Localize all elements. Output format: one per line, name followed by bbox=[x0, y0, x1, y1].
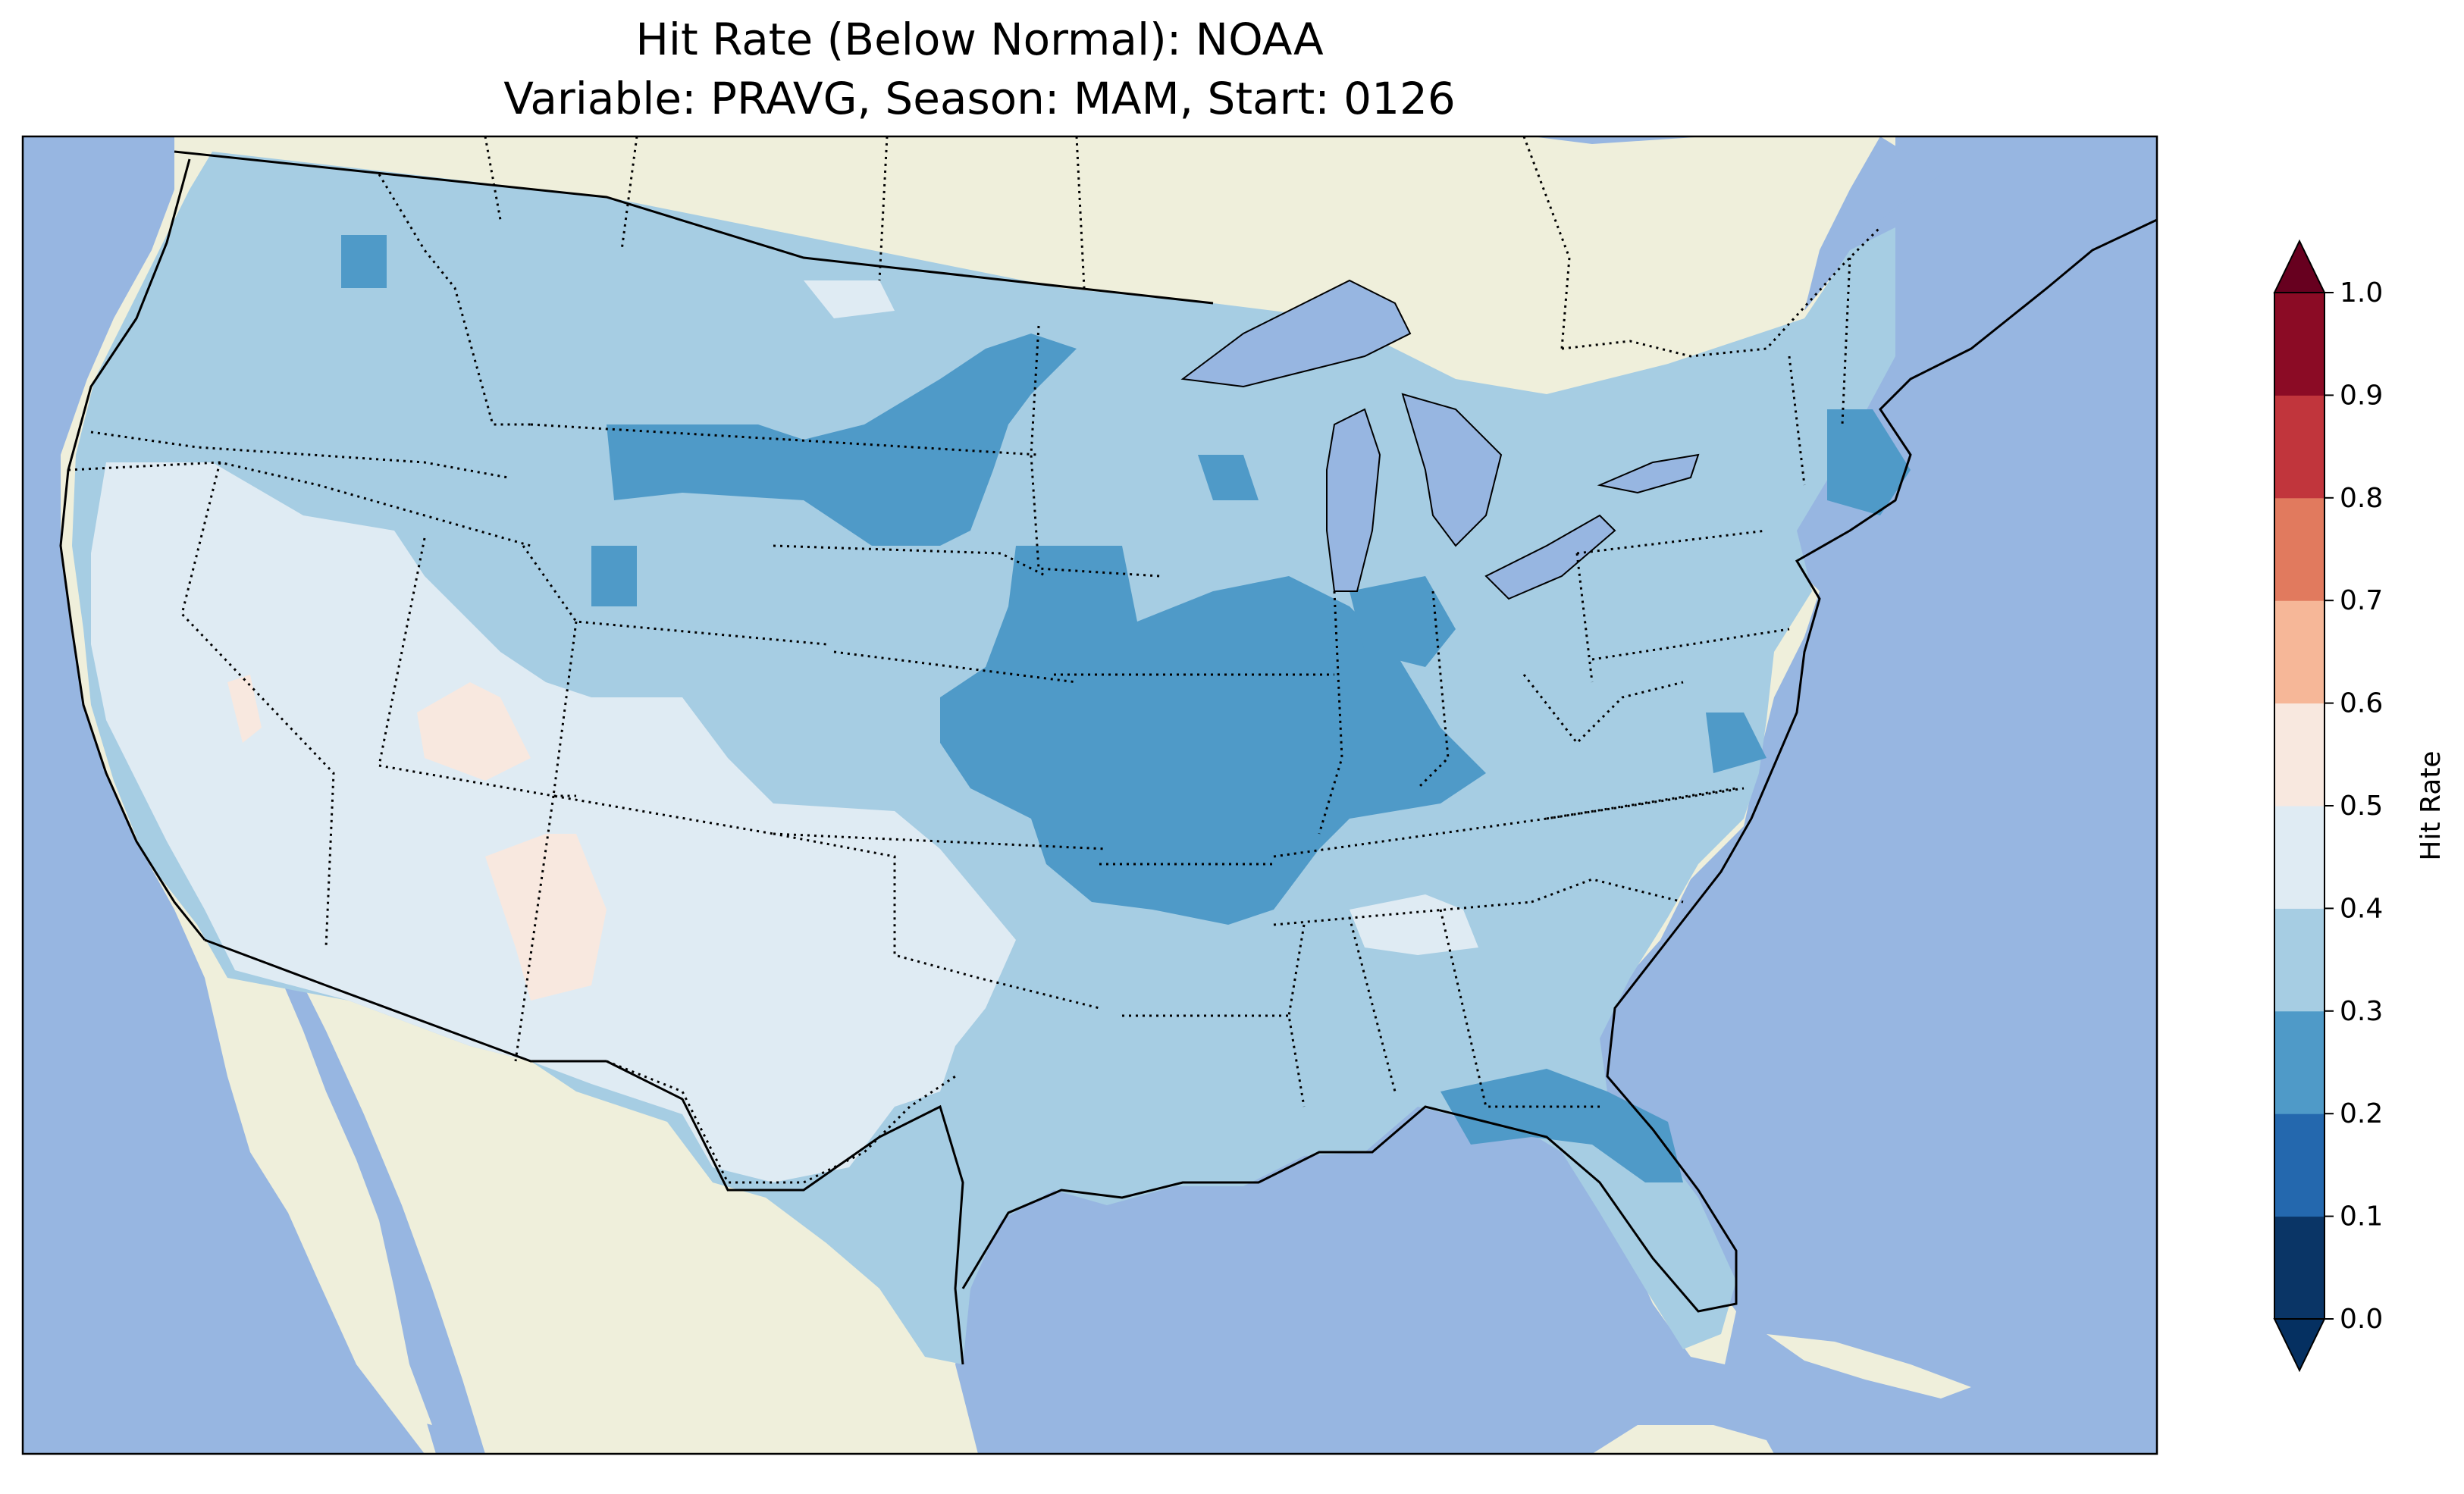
border-il-in bbox=[1318, 590, 1343, 835]
border-nd-sd bbox=[788, 438, 1039, 456]
field-0.5-0.6-nv bbox=[227, 675, 262, 743]
border-ks-ok bbox=[773, 832, 1108, 850]
lake-superior bbox=[1180, 279, 1412, 388]
border-pa-ny bbox=[1576, 529, 1767, 555]
field-0.4-0.5-se bbox=[1350, 894, 1478, 955]
atlantic-north bbox=[1926, 136, 2157, 318]
colorbar-band-0 bbox=[2274, 1216, 2324, 1320]
colorbar-tick-label: 1.0 bbox=[2340, 277, 2383, 309]
map-area bbox=[23, 136, 2157, 1454]
coastlines bbox=[59, 150, 2157, 1365]
field-0.4-0.5-north bbox=[804, 280, 895, 318]
colorbar-band-5 bbox=[2274, 703, 2324, 807]
colorbar: 0.0 0.1 0.2 0.3 0.4 0.5 0.6 0.7 0.8 0.9 1.0 Hit Ra… bbox=[2273, 239, 2447, 1373]
field-0.2-0.3-idaho bbox=[341, 235, 387, 288]
border-me-nh bbox=[1841, 257, 1851, 425]
colorbar-band-8 bbox=[2274, 395, 2324, 499]
border-oh-pa bbox=[1575, 553, 1594, 683]
border-wy-co bbox=[522, 545, 827, 646]
colorbar-tick-label: 0.2 bbox=[2340, 1098, 2383, 1129]
colorbar-tick-label: 0.5 bbox=[2340, 791, 2383, 822]
field-0.5-0.6-utah bbox=[417, 682, 531, 781]
border-id-mt bbox=[378, 174, 531, 426]
field-0.2-0.3-va bbox=[1706, 713, 1766, 773]
baja-peninsula bbox=[208, 940, 432, 1425]
colorbar-ticks: 0.0 0.1 0.2 0.3 0.4 0.5 0.6 0.7 0.8 0.9 1.0 bbox=[2324, 277, 2383, 1335]
border-tn-ky bbox=[1273, 787, 1737, 858]
border-tn-al bbox=[1273, 900, 1532, 926]
map-frame bbox=[21, 135, 2158, 1455]
map-subtitle: Variable: PRAVG, Season: MAM, Start: 012… bbox=[503, 73, 1456, 124]
border-mn bbox=[1030, 325, 1161, 578]
border-al bbox=[1348, 916, 1397, 1092]
field-0.5-0.6-az bbox=[485, 834, 607, 1001]
lake-huron bbox=[1401, 393, 1503, 547]
canada-us-border bbox=[174, 150, 1214, 305]
field-0.2-0.3-northplains bbox=[607, 334, 1077, 546]
field-0.2-0.3-fl bbox=[1440, 1069, 1683, 1182]
field-0.2-0.3-wy bbox=[591, 546, 637, 606]
colorbar-over-arrow bbox=[2273, 239, 2326, 293]
east-coast bbox=[1773, 218, 2157, 766]
colorbar-tick-label: 0.9 bbox=[2340, 380, 2383, 411]
west-coast bbox=[59, 158, 206, 941]
colorbar-tick-label: 0.4 bbox=[2340, 893, 2383, 924]
colorbar-tick-label: 0.0 bbox=[2340, 1304, 2383, 1335]
colorbar-tick-label: 0.1 bbox=[2340, 1201, 2383, 1232]
border-ut-az bbox=[378, 764, 576, 797]
us-mexico-border bbox=[204, 938, 607, 1063]
border-ca-nv bbox=[180, 462, 335, 948]
cuba bbox=[1766, 1334, 1971, 1398]
central-america bbox=[1592, 1425, 1774, 1454]
colorbar-bands bbox=[2274, 293, 2324, 1320]
lake-ontario bbox=[1597, 453, 1700, 494]
border-in-oh bbox=[1416, 590, 1450, 790]
colorbar-band-3 bbox=[2274, 908, 2324, 1012]
map-title: Hit Rate (Below Normal): NOAA bbox=[635, 14, 1324, 65]
colorbar-band-4 bbox=[2274, 806, 2324, 909]
colorbar-tick-label: 0.3 bbox=[2340, 996, 2383, 1027]
field-0.2-0.3-mi bbox=[1198, 455, 1259, 500]
border-mt-wy bbox=[530, 423, 789, 441]
border-ok-tx bbox=[773, 832, 1100, 1010]
colorbar-band-2 bbox=[2274, 1010, 2324, 1114]
border-canada-us-east bbox=[1561, 226, 1882, 358]
state-borders bbox=[67, 136, 1882, 1184]
great-lakes bbox=[1180, 279, 1700, 600]
border-sd-ne bbox=[773, 544, 1047, 578]
colorbar-label: Hit Rate bbox=[2415, 750, 2447, 860]
colorbar-band-9 bbox=[2274, 293, 2324, 396]
border-canada-provinces bbox=[484, 136, 1571, 349]
gulf-of-california bbox=[281, 978, 485, 1454]
gulf-coast bbox=[961, 765, 1776, 1313]
border-nv-ut bbox=[378, 537, 426, 766]
lake-erie bbox=[1484, 514, 1616, 600]
field-0.2-0.3-ne bbox=[1827, 409, 1911, 515]
colorbar-under-arrow bbox=[2273, 1318, 2326, 1373]
colorbar-tick-label: 0.7 bbox=[2340, 585, 2383, 616]
field-0.4-0.5-west bbox=[91, 462, 1016, 1182]
colorbar-tick-label: 0.8 bbox=[2340, 483, 2383, 514]
border-wa-or bbox=[90, 431, 509, 479]
colorbar-tick-label: 0.6 bbox=[2340, 688, 2383, 719]
border-or-ca bbox=[67, 461, 531, 547]
colorbar-band-7 bbox=[2274, 497, 2324, 601]
lake-michigan bbox=[1326, 408, 1381, 592]
border-nc-sc bbox=[1531, 878, 1684, 904]
field-0.2-0.3-ohio bbox=[1350, 576, 1456, 667]
colorbar-band-1 bbox=[2274, 1113, 2324, 1217]
rio-grande bbox=[606, 1060, 964, 1365]
border-vt-nh bbox=[1788, 355, 1806, 486]
field-0.2-0.3-midwest bbox=[940, 546, 1486, 925]
colorbar-band-6 bbox=[2274, 600, 2324, 704]
